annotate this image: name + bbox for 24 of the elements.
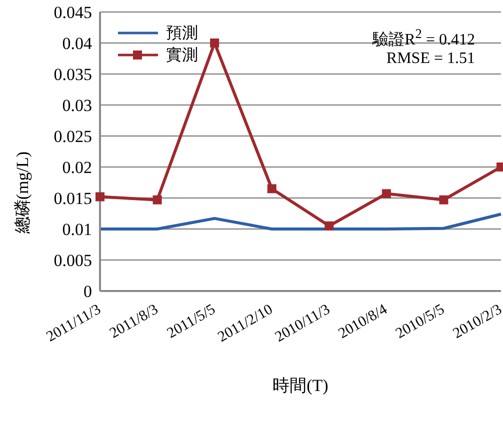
legend-label: 預測: [166, 24, 198, 44]
y-tick-label: 0: [84, 282, 92, 302]
point: [439, 195, 448, 204]
y-axis-title: 總磷(mg/L): [13, 152, 32, 235]
line-series: [98, 212, 502, 230]
annotation: RMSE = 1.51: [386, 50, 475, 68]
point: [152, 195, 162, 204]
y-tick-label: 0.005: [54, 251, 92, 270]
y-tick-label: 0.03: [62, 96, 92, 116]
point: [324, 221, 334, 230]
y-tick-label: 0.02: [62, 158, 92, 178]
y-tick-label: 0.015: [54, 189, 92, 208]
y-tick-label: 0.01: [62, 220, 92, 240]
point: [210, 38, 220, 48]
point: [267, 184, 276, 194]
legend-label: 實測: [166, 46, 198, 66]
annotation: 驗證R$^{2}$ = 0.412: [372, 26, 475, 50]
y-tick-label: 0.045: [54, 3, 92, 22]
point: [382, 189, 391, 198]
point: [96, 192, 104, 202]
y-tick-label: 0.04: [62, 34, 92, 54]
y-tick-label: 0.025: [54, 127, 92, 146]
y-tick-label: 0.035: [54, 65, 92, 84]
x-axis-title: 時間(T): [272, 376, 328, 395]
